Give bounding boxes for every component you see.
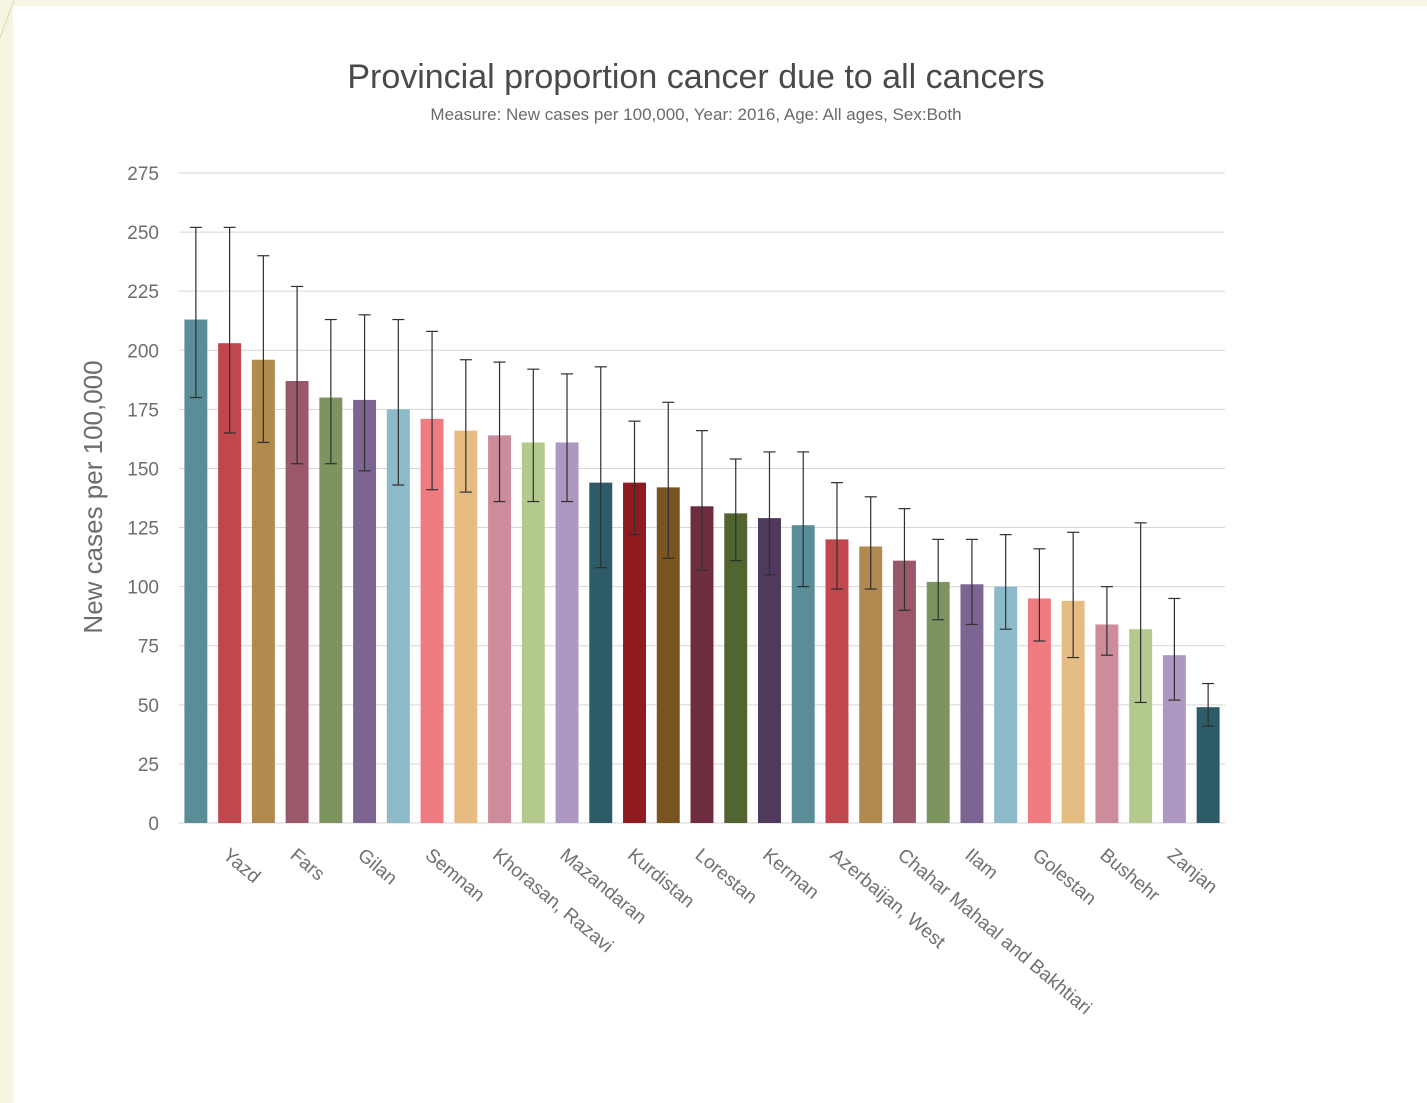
x-tick-label: Zanjan	[1163, 845, 1221, 898]
bar	[1061, 600, 1085, 823]
bar	[1162, 655, 1186, 823]
x-tick-label: Semnan	[421, 845, 489, 907]
x-tick-label: Kerman	[758, 845, 822, 904]
y-tick-label: 100	[127, 578, 159, 599]
bar	[521, 442, 545, 823]
y-tick-label: 125	[127, 519, 159, 540]
bar	[758, 518, 781, 823]
y-tick-label: 275	[127, 164, 159, 185]
bar	[184, 319, 208, 823]
bar	[656, 487, 680, 823]
bar	[623, 482, 646, 823]
bar-chart: Provincial proportion cancer due to all …	[78, 58, 1225, 1019]
error-bars	[189, 226, 1215, 727]
x-tick-label: Khorasan, Razavi	[488, 845, 616, 957]
bar	[319, 397, 343, 823]
y-axis-title: New cases per 100,000	[78, 360, 108, 633]
y-tick-label: 75	[138, 637, 159, 658]
bar	[994, 586, 1018, 823]
bar	[218, 343, 242, 823]
corner-fold-decoration	[0, 0, 15, 39]
bar	[724, 513, 748, 823]
bar	[285, 381, 309, 823]
bar	[1129, 629, 1153, 823]
bar	[892, 560, 916, 823]
bar	[791, 525, 815, 823]
bar	[386, 409, 410, 823]
bar	[251, 359, 275, 823]
bar	[1196, 707, 1220, 823]
bar	[690, 506, 714, 823]
y-tick-label: 250	[127, 223, 159, 244]
y-tick-label: 0	[148, 814, 159, 835]
bar	[1095, 624, 1119, 823]
bar	[960, 584, 984, 823]
chart-panel: Provincial proportion cancer due to all …	[13, 6, 1427, 1103]
bar	[825, 539, 849, 823]
bar	[555, 442, 579, 823]
bars	[184, 319, 1220, 823]
bar	[1027, 598, 1051, 823]
bar	[859, 546, 883, 823]
y-axis-ticks: 0 25 50 75 100 125 150 175 200 225 250 275	[127, 164, 159, 835]
x-tick-label: Azerbaijan, West	[826, 845, 950, 954]
x-tick-label: Lorestan	[691, 845, 761, 909]
x-tick-label: Yazd	[218, 845, 264, 888]
y-tick-label: 225	[127, 282, 159, 303]
y-tick-label: 25	[138, 755, 159, 776]
bar	[454, 430, 478, 823]
x-axis-labels: Yazd Fars Gilan Semnan Khorasan, RazaviMazan…	[218, 845, 1221, 1019]
chart-title: Provincial proportion cancer due to all …	[347, 58, 1044, 96]
y-tick-label: 200	[127, 341, 159, 362]
x-tick-label: Bushehr	[1096, 845, 1164, 907]
x-tick-label: Gilan	[353, 845, 400, 890]
chart-subtitle: Measure: New cases per 100,000, Year: 20…	[430, 105, 961, 124]
x-tick-label: Fars	[286, 845, 329, 886]
x-tick-label: Golestan	[1028, 845, 1100, 910]
bar	[926, 581, 950, 823]
y-tick-label: 50	[138, 696, 159, 717]
bar	[353, 399, 377, 823]
bar	[488, 435, 512, 823]
y-tick-label: 150	[127, 459, 159, 480]
x-tick-label: Ilam	[961, 845, 1002, 884]
bar	[420, 418, 444, 823]
y-tick-label: 175	[127, 400, 159, 421]
